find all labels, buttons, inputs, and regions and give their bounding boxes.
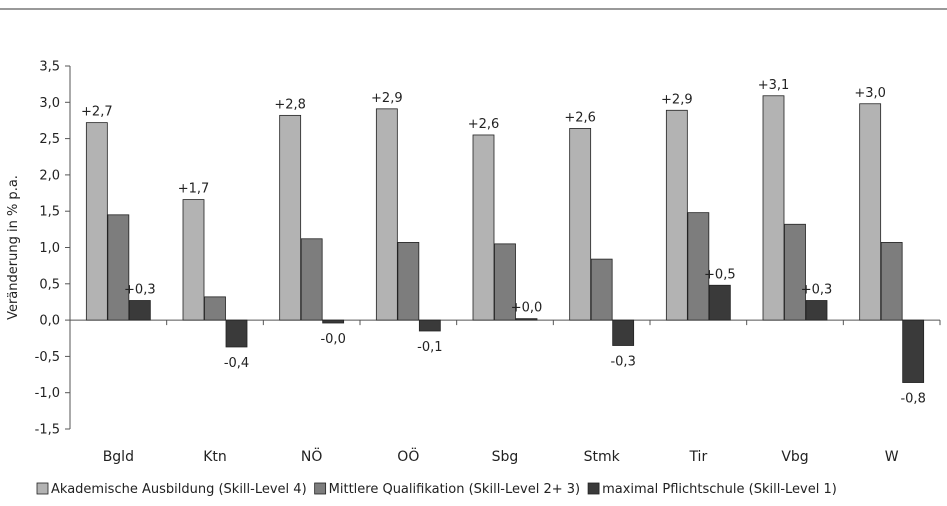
data-label: +0,3 bbox=[124, 282, 156, 297]
data-label: +2,6 bbox=[468, 117, 500, 132]
data-label: +3,1 bbox=[758, 78, 790, 93]
data-label: -0,1 bbox=[417, 340, 442, 355]
bar bbox=[375, 108, 398, 321]
legend: Akademische Ausbildung (Skill-Level 4) Mi… bbox=[36, 482, 837, 497]
data-label: -0,3 bbox=[610, 355, 635, 370]
bar bbox=[418, 319, 441, 332]
bar bbox=[515, 318, 538, 321]
x-tick-label: Vbg bbox=[781, 449, 808, 465]
legend-swatch bbox=[314, 482, 327, 495]
legend-label: maximal Pflichtschule (Skill-Level 1) bbox=[602, 482, 837, 497]
bar bbox=[204, 296, 226, 321]
bar bbox=[665, 109, 688, 321]
data-label: +3,0 bbox=[854, 86, 886, 101]
bar bbox=[762, 95, 785, 321]
bar bbox=[859, 103, 882, 321]
bar bbox=[85, 122, 108, 321]
legend-label: Akademische Ausbildung (Skill-Level 4) bbox=[51, 482, 307, 497]
y-tick-label: 1,0 bbox=[39, 241, 60, 256]
x-tick-label: Tir bbox=[688, 449, 707, 465]
legend-swatch bbox=[36, 482, 49, 495]
y-tick-label: 2,5 bbox=[39, 132, 60, 147]
data-label: +2,6 bbox=[564, 110, 596, 125]
bar bbox=[590, 258, 613, 321]
y-tick-label: 0,0 bbox=[39, 314, 60, 329]
bar bbox=[107, 214, 130, 321]
y-tick-label: 2,0 bbox=[39, 168, 60, 183]
y-tick-label: -1,5 bbox=[35, 423, 60, 438]
x-tick-label: NÖ bbox=[301, 447, 323, 465]
y-tick-label: -1,0 bbox=[35, 386, 60, 401]
bar bbox=[322, 319, 345, 324]
bar bbox=[902, 319, 925, 383]
legend-label: Mittlere Qualifikation (Skill-Level 2+ 3… bbox=[329, 482, 580, 497]
x-tick-label: Ktn bbox=[203, 449, 227, 465]
x-tick-label: Stmk bbox=[584, 449, 621, 465]
data-label: +0,5 bbox=[704, 267, 736, 282]
bar bbox=[182, 199, 205, 321]
data-label: +2,9 bbox=[371, 91, 403, 106]
legend-swatch bbox=[587, 482, 600, 495]
data-label: +0,0 bbox=[511, 301, 543, 316]
bar bbox=[708, 284, 731, 321]
y-tick-label: 3,5 bbox=[39, 60, 60, 75]
bar bbox=[880, 242, 903, 321]
bar bbox=[805, 300, 828, 321]
bar bbox=[279, 114, 302, 321]
data-label: +2,7 bbox=[81, 105, 113, 120]
data-label: +0,3 bbox=[801, 282, 833, 297]
y-tick-label: 0,5 bbox=[39, 277, 60, 292]
bars: +2,7 +0,3 +1,7 -0,4 +2,8 -0,0 +2,9 -0,1 +2,6 +0,0… bbox=[81, 78, 926, 407]
y-tick-label: 1,5 bbox=[39, 205, 60, 220]
bar bbox=[784, 223, 806, 321]
axes: 3,5 3,0 2,5 2,0 1,5 1,0 0,5 0,0 -0,5 -1,0 -1,5 Bgld… bbox=[35, 60, 941, 465]
data-label: -0,0 bbox=[320, 332, 345, 347]
bar bbox=[687, 212, 710, 321]
data-label: +1,7 bbox=[178, 182, 210, 197]
bar bbox=[397, 242, 420, 321]
data-label: -0,4 bbox=[224, 356, 249, 371]
bar bbox=[612, 319, 635, 346]
data-label: +2,9 bbox=[661, 92, 693, 107]
x-tick-label: W bbox=[885, 449, 899, 465]
x-tick-label: Bgld bbox=[103, 449, 134, 465]
bar bbox=[494, 243, 516, 321]
bar bbox=[569, 128, 592, 321]
bar bbox=[128, 300, 151, 321]
data-label: -0,8 bbox=[900, 392, 925, 407]
y-tick-label: -0,5 bbox=[35, 350, 60, 365]
bar bbox=[225, 319, 248, 348]
data-label: +2,8 bbox=[274, 97, 306, 112]
bar bbox=[300, 238, 323, 321]
x-tick-label: OÖ bbox=[397, 447, 419, 465]
y-axis-label: Veränderung in % p.a. bbox=[6, 175, 21, 320]
y-tick-label: 3,0 bbox=[39, 96, 60, 111]
x-tick-label: Sbg bbox=[492, 449, 519, 465]
bar bbox=[472, 134, 495, 321]
